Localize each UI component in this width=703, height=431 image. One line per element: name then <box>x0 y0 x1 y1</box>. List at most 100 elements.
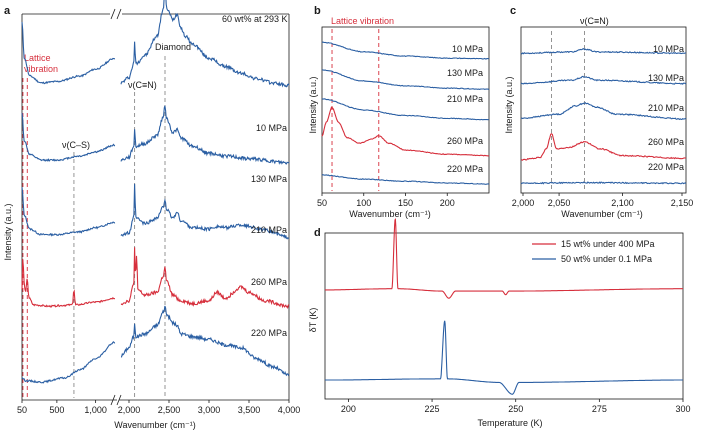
panel-c-trace-label: 130 MPa <box>648 73 684 83</box>
panel-b-x-tick: 50 <box>317 198 327 208</box>
panel-a-lattice-annotation-line1: Lattice <box>24 53 51 63</box>
panel-a-ylabel: Intensity (a.u.) <box>3 203 13 260</box>
panel-a-axes: 50 500 1,000 2,000 2,500 3,000 3,500 4,000 <box>17 8 301 415</box>
panel-d-xlabel: Temperature (K) <box>477 418 542 428</box>
panel-d-legend: 15 wt% under 400 MPa 50 wt% under 0.1 MP… <box>532 239 655 264</box>
panel-b-trace-label: 130 MPa <box>447 68 483 78</box>
panel-a-cn-annotation: ν(C≡N) <box>128 80 157 90</box>
panel-b-trace <box>321 41 490 60</box>
panel-b-axes: 50 100 150 200 <box>317 26 490 208</box>
panel-c-ylabel: Intensity (a.u.) <box>504 76 514 133</box>
panel-a-axis-break <box>110 394 116 406</box>
panel-a-trace <box>21 112 116 162</box>
panel-c-trace-label: 210 MPa <box>648 103 684 113</box>
panel-c-trace <box>520 132 687 161</box>
panel-c-trace-label: 260 MPa <box>648 137 684 147</box>
panel-a-trace-label: 130 MPa <box>251 174 287 184</box>
panel-a-x-tick: 50 <box>17 405 27 415</box>
panel-a-trace <box>120 247 290 310</box>
panel-d-trace <box>325 320 683 395</box>
panel-b-x-tick: 200 <box>440 198 455 208</box>
panel-c-x-tick: 2,000 <box>512 198 535 208</box>
panel-a-lattice-annotation-line2: vibration <box>24 64 58 74</box>
panel-b-trace-label: 220 MPa <box>447 164 483 174</box>
panel-a-x-tick: 3,000 <box>198 405 221 415</box>
panel-d-traces <box>325 217 683 395</box>
panel-c: c ν(C≡N) Intensity (a.u.) Wavenumber (cm… <box>504 5 693 219</box>
panel-c-traces <box>520 48 687 185</box>
panel-b-trace-labels: 10 MPa 130 MPa 210 MPa 260 MPa 220 MPa <box>447 44 483 174</box>
panel-b-trace <box>321 98 490 121</box>
panel-b-trace-label: 260 MPa <box>447 136 483 146</box>
panel-a-trace <box>120 105 290 165</box>
panel-d-x-tick: 300 <box>675 404 690 414</box>
panel-a-trace <box>21 187 116 237</box>
panel-c-label: c <box>510 5 516 17</box>
panel-d-frame <box>324 232 684 400</box>
panel-b-peak-markers <box>331 29 380 191</box>
panel-b-trace <box>321 174 490 185</box>
panel-d-trace <box>325 217 683 299</box>
panel-c-trace-label: 220 MPa <box>648 162 684 172</box>
panel-a-diamond-annotation: Diamond <box>155 42 191 52</box>
panel-a-x-tick: 3,500 <box>238 405 261 415</box>
panel-d-ylabel: δT (K) <box>308 308 318 333</box>
panel-c-x-tick: 2,100 <box>611 198 634 208</box>
panel-a-trace <box>21 341 116 384</box>
panel-c-trace <box>520 101 687 121</box>
panel-a-x-tick: 2,500 <box>158 405 181 415</box>
panel-a-trace-label: 260 MPa <box>251 277 287 287</box>
panel-a-trace <box>120 183 290 240</box>
panel-b-trace-label: 10 MPa <box>452 44 483 54</box>
panel-c-axes: 2,000 2,050 2,100 2,150 <box>512 26 694 208</box>
panel-c-x-tick: 2,150 <box>671 198 694 208</box>
panel-a-peak-markers <box>22 56 166 398</box>
panel-b-label: b <box>314 5 321 17</box>
panel-d-x-tick: 225 <box>425 404 440 414</box>
panel-a-trace-label: 210 MPa <box>251 225 287 235</box>
panel-c-trace-label: 10 MPa <box>653 44 684 54</box>
panel-a-trace <box>120 305 290 377</box>
panel-a-trace <box>120 0 290 88</box>
panel-c-trace <box>520 48 687 55</box>
panel-b-xlabel: Wavenumber (cm⁻¹) <box>349 209 430 219</box>
panel-a-cs-annotation: ν(C–S) <box>62 140 90 150</box>
panel-c-x-tick: 2,050 <box>548 198 571 208</box>
panel-d: d δT (K) Temperature (K) 15 wt% under 40… <box>308 217 691 428</box>
panel-d-x-tick: 200 <box>341 404 356 414</box>
panel-a-trace <box>21 21 116 85</box>
panel-b-trace <box>322 69 490 91</box>
panel-b-x-tick: 100 <box>356 198 371 208</box>
panel-a-traces <box>21 0 290 384</box>
panel-c-frame <box>520 26 687 194</box>
panel-a: a 60 wt% at 293 K Diamond ν(C≡N) ν(C–S) … <box>3 0 300 430</box>
panel-b-x-tick: 150 <box>398 198 413 208</box>
panel-a-axis-break <box>116 8 122 20</box>
panel-a-x-tick: 500 <box>49 405 64 415</box>
panel-a-condition: 60 wt% at 293 K <box>222 14 288 24</box>
panel-c-trace-labels: 10 MPa 130 MPa 210 MPa 260 MPa 220 MPa <box>648 44 684 172</box>
panel-a-x-tick: 2,000 <box>118 405 141 415</box>
panel-d-x-tick: 250 <box>508 404 523 414</box>
panel-b-trace-label: 210 MPa <box>447 94 483 104</box>
panel-b-traces <box>321 41 490 185</box>
panel-b-ylabel: Intensity (a.u.) <box>308 76 318 133</box>
panel-c-trace <box>520 181 687 185</box>
panel-d-label: d <box>314 227 321 239</box>
panel-a-x-tick: 4,000 <box>278 405 301 415</box>
panel-d-x-tick: 275 <box>592 404 607 414</box>
panel-a-trace <box>21 258 116 308</box>
panel-c-peak-markers <box>551 31 585 191</box>
panel-a-xlabel: Wavenumber (cm⁻¹) <box>114 420 195 430</box>
panel-c-cn-annotation: ν(C≡N) <box>580 16 609 26</box>
panel-a-trace-label: 10 MPa <box>256 123 287 133</box>
panel-b-lattice-annotation: Lattice vibration <box>331 16 394 26</box>
panel-c-xlabel: Wavenumber (cm⁻¹) <box>561 209 642 219</box>
legend-entry: 15 wt% under 400 MPa <box>561 239 655 249</box>
legend-entry: 50 wt% under 0.1 MPa <box>561 254 652 264</box>
panel-a-trace-labels: 10 MPa 130 MPa 210 MPa 260 MPa 220 MPa <box>251 123 287 338</box>
panel-a-x-tick: 1,000 <box>84 405 107 415</box>
panel-d-axes: 200 225 250 275 300 <box>324 232 691 414</box>
panel-a-axis-break <box>110 8 116 20</box>
